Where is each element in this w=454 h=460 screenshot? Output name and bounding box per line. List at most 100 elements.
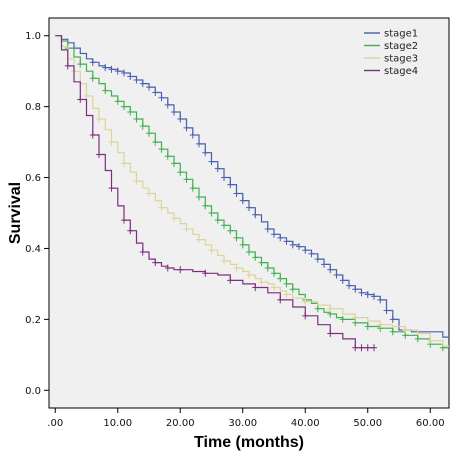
censor-mark bbox=[102, 64, 109, 72]
censor-mark bbox=[146, 83, 152, 91]
y-tick-label: 0.8 bbox=[25, 102, 41, 113]
series-line-stage3 bbox=[55, 35, 449, 347]
censor-mark bbox=[121, 216, 127, 224]
y-tick-label: 0.6 bbox=[25, 173, 41, 184]
censor-mark bbox=[96, 115, 102, 123]
censor-mark bbox=[164, 264, 171, 272]
censor-mark bbox=[289, 285, 296, 293]
censor-mark bbox=[277, 296, 284, 304]
censor-mark bbox=[227, 181, 234, 189]
censor-mark bbox=[64, 62, 71, 70]
censor-mark bbox=[271, 269, 277, 277]
censor-mark bbox=[189, 131, 196, 139]
censor-mark bbox=[183, 124, 190, 132]
censor-mark bbox=[202, 202, 209, 210]
censor-mark bbox=[283, 280, 290, 288]
censor-mark bbox=[327, 305, 334, 313]
censor-mark bbox=[389, 328, 396, 336]
censor-mark bbox=[358, 289, 365, 297]
x-tick-label: 40.00 bbox=[291, 418, 320, 429]
censor-mark bbox=[364, 344, 371, 352]
censor-mark bbox=[233, 264, 240, 272]
censor-mark bbox=[202, 149, 209, 157]
censor-mark bbox=[227, 227, 234, 235]
series-stage4 bbox=[55, 35, 377, 352]
censor-mark bbox=[196, 236, 202, 244]
censor-mark bbox=[114, 97, 121, 105]
legend-label-stage4: stage4 bbox=[384, 66, 418, 77]
censor-mark bbox=[146, 129, 152, 137]
x-tick-label: 10.00 bbox=[103, 418, 132, 429]
censor-mark bbox=[289, 241, 296, 249]
censor-mark bbox=[158, 204, 165, 212]
censor-mark bbox=[277, 234, 284, 242]
censor-mark bbox=[171, 214, 177, 222]
censor-mark bbox=[189, 184, 196, 192]
censor-mark bbox=[314, 305, 321, 313]
censor-mark bbox=[252, 283, 259, 291]
censor-mark bbox=[127, 108, 134, 116]
censor-mark bbox=[296, 243, 302, 251]
censor-mark bbox=[183, 225, 190, 233]
censor-mark bbox=[108, 138, 115, 146]
censor-mark bbox=[89, 74, 96, 82]
y-tick-label: 1.0 bbox=[25, 31, 41, 42]
censor-mark bbox=[246, 271, 252, 279]
censor-mark bbox=[352, 285, 359, 293]
series-stage2 bbox=[55, 35, 449, 352]
censor-mark bbox=[208, 158, 215, 166]
censor-mark bbox=[221, 257, 227, 265]
axes-layer: 0.0 0.2 0.4 0.6 0.8 1.0 .00 10.00 20.00 30.00 40.0… bbox=[25, 31, 444, 429]
censor-mark bbox=[364, 322, 371, 330]
censor-mark bbox=[264, 225, 271, 233]
censor-mark bbox=[264, 264, 271, 272]
censor-mark bbox=[252, 253, 259, 261]
censor-mark bbox=[402, 326, 409, 334]
censor-mark bbox=[346, 282, 352, 290]
censor-mark bbox=[233, 190, 240, 197]
censor-mark bbox=[102, 87, 109, 95]
censor-mark bbox=[202, 269, 209, 277]
censor-mark bbox=[208, 246, 215, 254]
censor-mark bbox=[239, 241, 246, 249]
censor-mark bbox=[258, 259, 265, 267]
series-stage1 bbox=[55, 35, 449, 338]
censor-mark bbox=[389, 315, 396, 323]
censor-mark bbox=[383, 307, 390, 314]
censor-mark bbox=[214, 216, 221, 224]
censor-mark bbox=[77, 96, 84, 104]
series-line-stage4 bbox=[55, 35, 374, 349]
censor-mark bbox=[164, 101, 171, 109]
censor-mark bbox=[371, 344, 377, 352]
censor-mark bbox=[108, 65, 115, 73]
censor-mark bbox=[152, 259, 159, 267]
censor-mark bbox=[327, 330, 334, 338]
censor-mark bbox=[358, 344, 365, 352]
censor-mark bbox=[246, 204, 252, 212]
censor-mark bbox=[133, 76, 140, 84]
y-tick-label: 0.0 bbox=[25, 386, 41, 397]
censor-mark bbox=[233, 234, 240, 242]
censor-mark bbox=[339, 276, 346, 284]
censor-mark bbox=[177, 115, 184, 123]
censor-mark bbox=[96, 151, 102, 158]
censor-mark bbox=[183, 175, 190, 183]
censor-mark bbox=[271, 230, 277, 238]
censor-mark bbox=[152, 88, 159, 96]
censor-mark bbox=[164, 152, 171, 160]
censor-mark bbox=[139, 248, 146, 256]
censor-mark bbox=[114, 67, 121, 75]
legend-label-stage2: stage2 bbox=[384, 41, 418, 52]
censor-mark bbox=[171, 108, 177, 116]
censor-mark bbox=[283, 291, 290, 299]
censor-mark bbox=[121, 159, 127, 167]
x-tick-label: 20.00 bbox=[166, 418, 195, 429]
censor-mark bbox=[139, 122, 146, 130]
censor-mark bbox=[171, 159, 177, 167]
legend-label-stage1: stage1 bbox=[384, 29, 418, 40]
series-line-stage2 bbox=[55, 35, 449, 349]
censor-mark bbox=[139, 80, 146, 88]
censor-mark bbox=[127, 227, 134, 235]
censor-mark bbox=[221, 174, 227, 182]
